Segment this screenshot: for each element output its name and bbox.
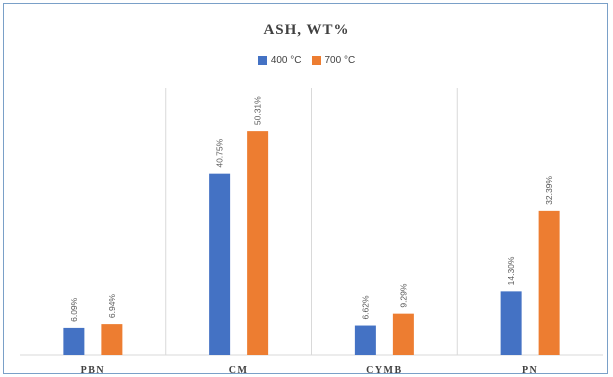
bar-pbn-700 (101, 324, 123, 355)
data-label: 9.29% (398, 283, 408, 308)
x-tick-label: CYMB (366, 365, 403, 376)
bar-pn-700 (538, 210, 560, 355)
x-tick-label: PN (522, 365, 538, 376)
chart-title: ASH, WT% (263, 22, 350, 38)
x-tick-label: PBN (81, 365, 106, 376)
legend-label-400: 400 °C (270, 55, 302, 66)
data-label: 6.62% (360, 295, 370, 320)
data-label: 6.94% (107, 294, 117, 319)
bar-cymb-400 (354, 325, 376, 355)
legend: 400 °C 700 °C (0, 55, 613, 66)
data-label: 32.39% (544, 176, 554, 205)
legend-swatch-400 (257, 56, 267, 65)
bar-cm-400 (209, 173, 231, 355)
data-label: 40.75% (215, 138, 225, 167)
legend-item-400: 400 °C (257, 55, 302, 66)
data-label: 6.09% (69, 297, 79, 322)
bar-pbn-400 (63, 327, 85, 355)
data-label: 14.30% (506, 256, 516, 285)
bar-cymb-700 (392, 313, 414, 355)
legend-swatch-700 (311, 56, 321, 65)
legend-item-700: 700 °C (311, 55, 356, 66)
bar-cm-700 (247, 131, 269, 355)
data-label: 50.31% (253, 96, 263, 125)
legend-label-700: 700 °C (324, 55, 356, 66)
x-tick-label: CM (229, 365, 249, 376)
bar-pn-400 (500, 291, 522, 355)
